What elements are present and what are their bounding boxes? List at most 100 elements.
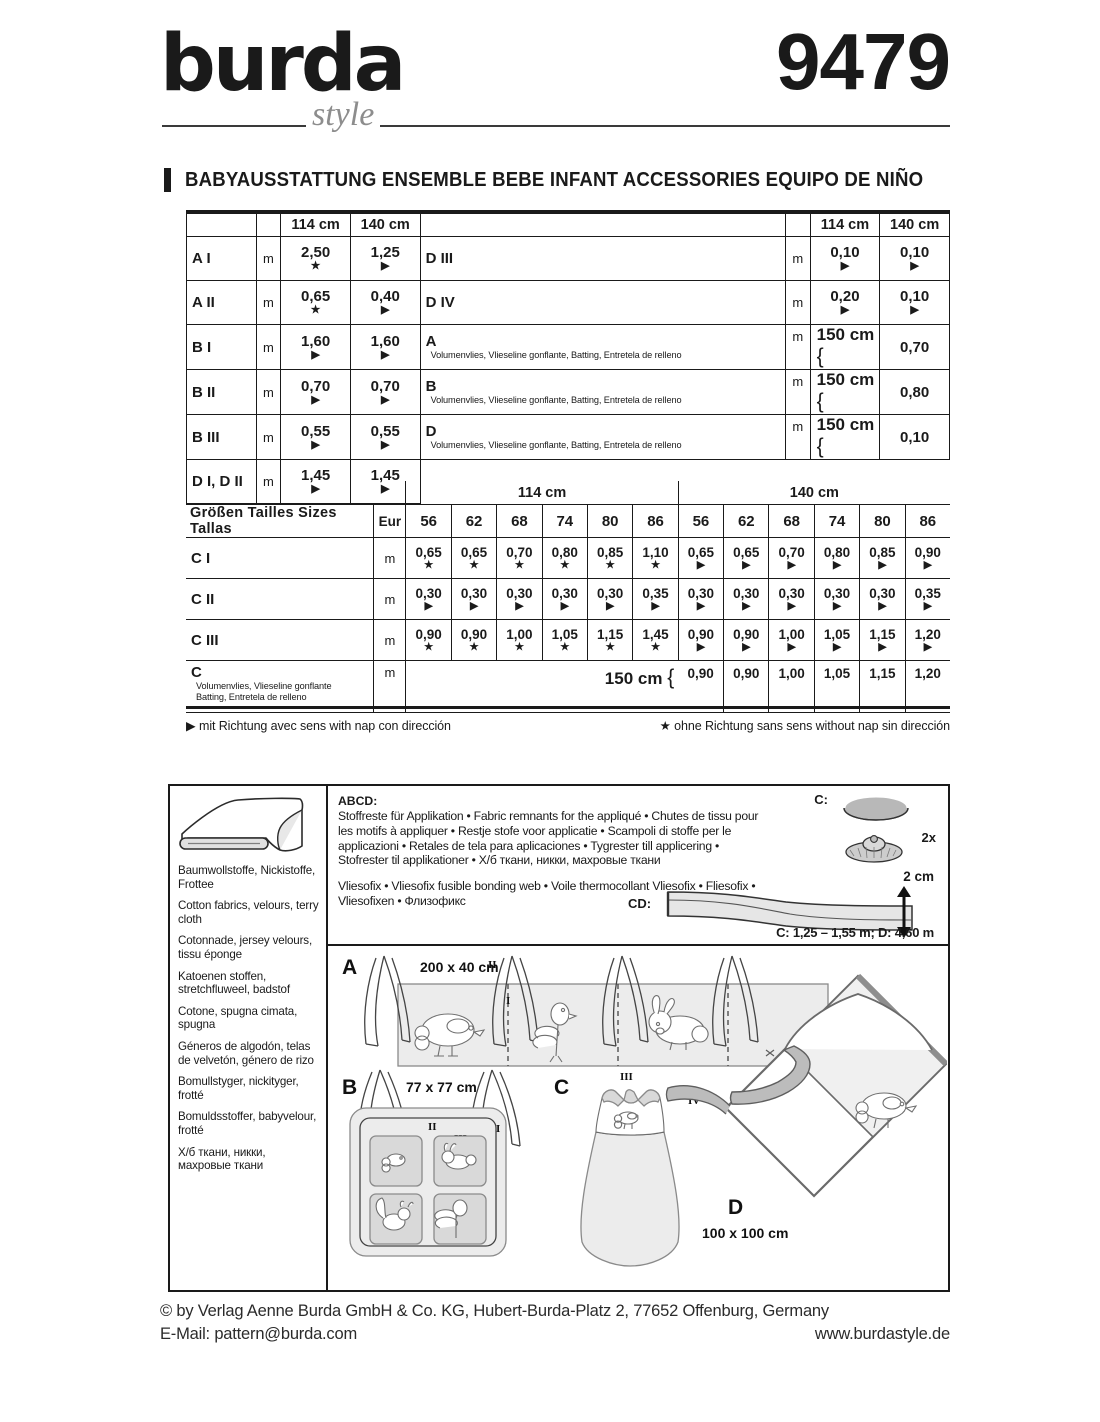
nap-glyph: ▶ [311,483,320,495]
ci-140-68: 0,70 ▶ [768,537,815,579]
part-label-b-1: I [496,1123,500,1135]
cd-length-label: C: 1,25 – 1,55 m; D: 4,60 m [776,925,934,940]
unit-ai: m [255,236,282,281]
batting-sub-c-1: Volumenvlies, Vlieseline gonflante [196,681,332,691]
footer: © by Verlag Aenne Burda GmbH & Co. KG, H… [160,1302,950,1344]
ciii-140-62: 0,90 ▶ [723,619,770,661]
size-col-80-114: 80 [586,504,634,538]
row-label-ciii: C III [186,619,375,661]
title-text: BABYAUSSTATTUNG ENSEMBLE BEBE INFANT ACC… [185,168,924,191]
batting-c-68: 1,00 [768,660,815,713]
illustration-label-a: A [342,956,357,979]
cii-114-74: 0,30 ▶ [541,578,588,620]
ci-114-80: 0,85 ★ [586,537,634,579]
blank-cell-2 [255,213,282,237]
ci-114-56: 0,65 ★ [405,537,452,579]
blank-cell-4 [784,213,811,237]
notions-abcd-text: Stoffreste für Applikation • Fabric remn… [338,809,759,868]
table-row: B III m 0,55 ▶ 0,55 ▶ D Volumenvlies, Vlies… [186,414,950,460]
nap-glyph: ▶ [515,599,524,612]
nap-glyph: ▶ [381,260,390,272]
nap-glyph: ★ [423,640,434,653]
batting-c-80: 1,15 [859,660,906,713]
value-aii-114: 0,65 ★ [280,280,351,325]
brace-label-a: 150 cm { [809,324,880,370]
nap-glyph: ▶ [787,558,796,571]
table-row: B II m 0,70 ▶ 0,70 ▶ B Volumenvlies, Vliese… [186,369,950,415]
nap-glyph: ★ [469,558,479,571]
nap-glyph: ▶ [696,558,705,571]
ci-140-80: 0,85 ▶ [859,537,906,579]
size-col-68-114: 68 [496,504,543,538]
list-item: Bomuldsstoffer, babyvelour, frotté [178,1110,317,1137]
illustration-label-c: C [554,1076,569,1099]
table-row: B I m 1,60 ▶ 1,60 ▶ A Volumenvlies, Vliesel… [186,324,950,370]
list-item: Cotone, spugna cimata, spugna [178,1004,298,1032]
cii-114-80: 0,30 ▶ [586,578,634,620]
unit-ci: m [373,537,407,579]
brace-label-b: 150 cm { [809,369,880,415]
fabric-table-top-rule [186,210,950,214]
size-col-74-140: 74 [813,504,861,538]
size-col-80-140: 80 [859,504,906,538]
nap-glyph: ▶ [787,599,796,612]
batting-value-d: 0,10 [879,414,950,460]
nap-glyph: ▶ [311,438,320,451]
row-label-aii: A II [186,280,257,325]
col-header-114-right: 114 cm [809,213,881,237]
snap-button-icon [830,790,930,872]
value-bi-114: 1,60 ▶ [280,324,351,370]
legend-with-nap: ▶ mit Richtung avec sens with nap con di… [186,718,451,733]
size-col-62-140: 62 [723,504,770,538]
ci-140-74: 0,80 ▶ [813,537,861,579]
notion-c-quantity: 2x [921,830,936,845]
value-biii-114: 0,55 ▶ [280,414,351,460]
ci-114-68: 0,70 ★ [496,537,543,579]
cii-114-86: 0,35 ▶ [632,578,679,620]
notions-abcd-label: ABCD: [338,794,378,808]
ciii-114-80: 1,15 ★ [586,619,634,661]
footer-website: www.burdastyle.de [814,1325,950,1343]
blank-cell-1 [186,213,257,237]
value-div-140: 0,10 ▶ [879,280,950,325]
nap-glyph: ★ [605,640,615,653]
nap-glyph: ★ [310,304,321,316]
garment-line-art: .ln{fill:none;stroke:#444;stroke-width:1… [342,955,947,1267]
row-label-batting-c: C Volumenvlies, Vlieseline gonflante Bat… [186,660,375,713]
nap-glyph: ▶ [787,640,796,653]
nap-glyph: ▶ [878,640,887,653]
nap-glyph: ▶ [381,438,390,451]
cii-114-56: 0,30 ▶ [405,578,452,620]
without-nap-glyph: ★ [659,719,671,733]
ci-114-86: 1,10 ★ [632,537,679,579]
list-item: Cotonnade, jersey velours, tissu éponge [178,934,313,961]
nap-glyph: ★ [514,558,525,571]
row-label-div: D IV [419,280,786,325]
value-didii-114: 1,45 ▶ [280,459,351,504]
duck-applique-d [855,1092,918,1129]
size-col-86-140: 86 [904,504,950,538]
nap-glyph: ▶ [878,599,887,612]
nap-glyph: ▶ [469,599,479,612]
list-item: Géneros de algodón, telas de velvetón, g… [178,1039,314,1067]
ciii-114-62: 0,90 ★ [450,619,498,661]
batting-c-56: 0,90 [678,660,725,713]
row-label-ai: A I [186,236,257,281]
size-col-86-114: 86 [632,504,679,538]
nap-glyph: ▶ [381,304,390,316]
title-accent-bar [164,168,171,192]
pattern-number: 9479 [776,17,951,106]
nap-glyph: ▶ [651,599,660,612]
nap-glyph: ▶ [742,558,751,571]
ciii-114-74: 1,05 ★ [541,619,588,661]
batting-sub-a: Volumenvlies, Vlieseline gonflante, Batt… [430,350,682,360]
nap-glyph: ▶ [424,599,433,612]
pocket-appliques [375,1142,477,1238]
size-col-68-140: 68 [768,504,815,538]
nap-glyph: ▶ [606,599,615,612]
cii-140-74: 0,30 ▶ [813,578,861,620]
cii-140-80: 0,30 ▶ [859,578,906,620]
cii-140-86: 0,35 ▶ [904,578,950,620]
value-diii-114: 0,10 ▶ [809,236,881,281]
footer-copyright: © by Verlag Aenne Burda GmbH & Co. KG, H… [160,1302,829,1320]
